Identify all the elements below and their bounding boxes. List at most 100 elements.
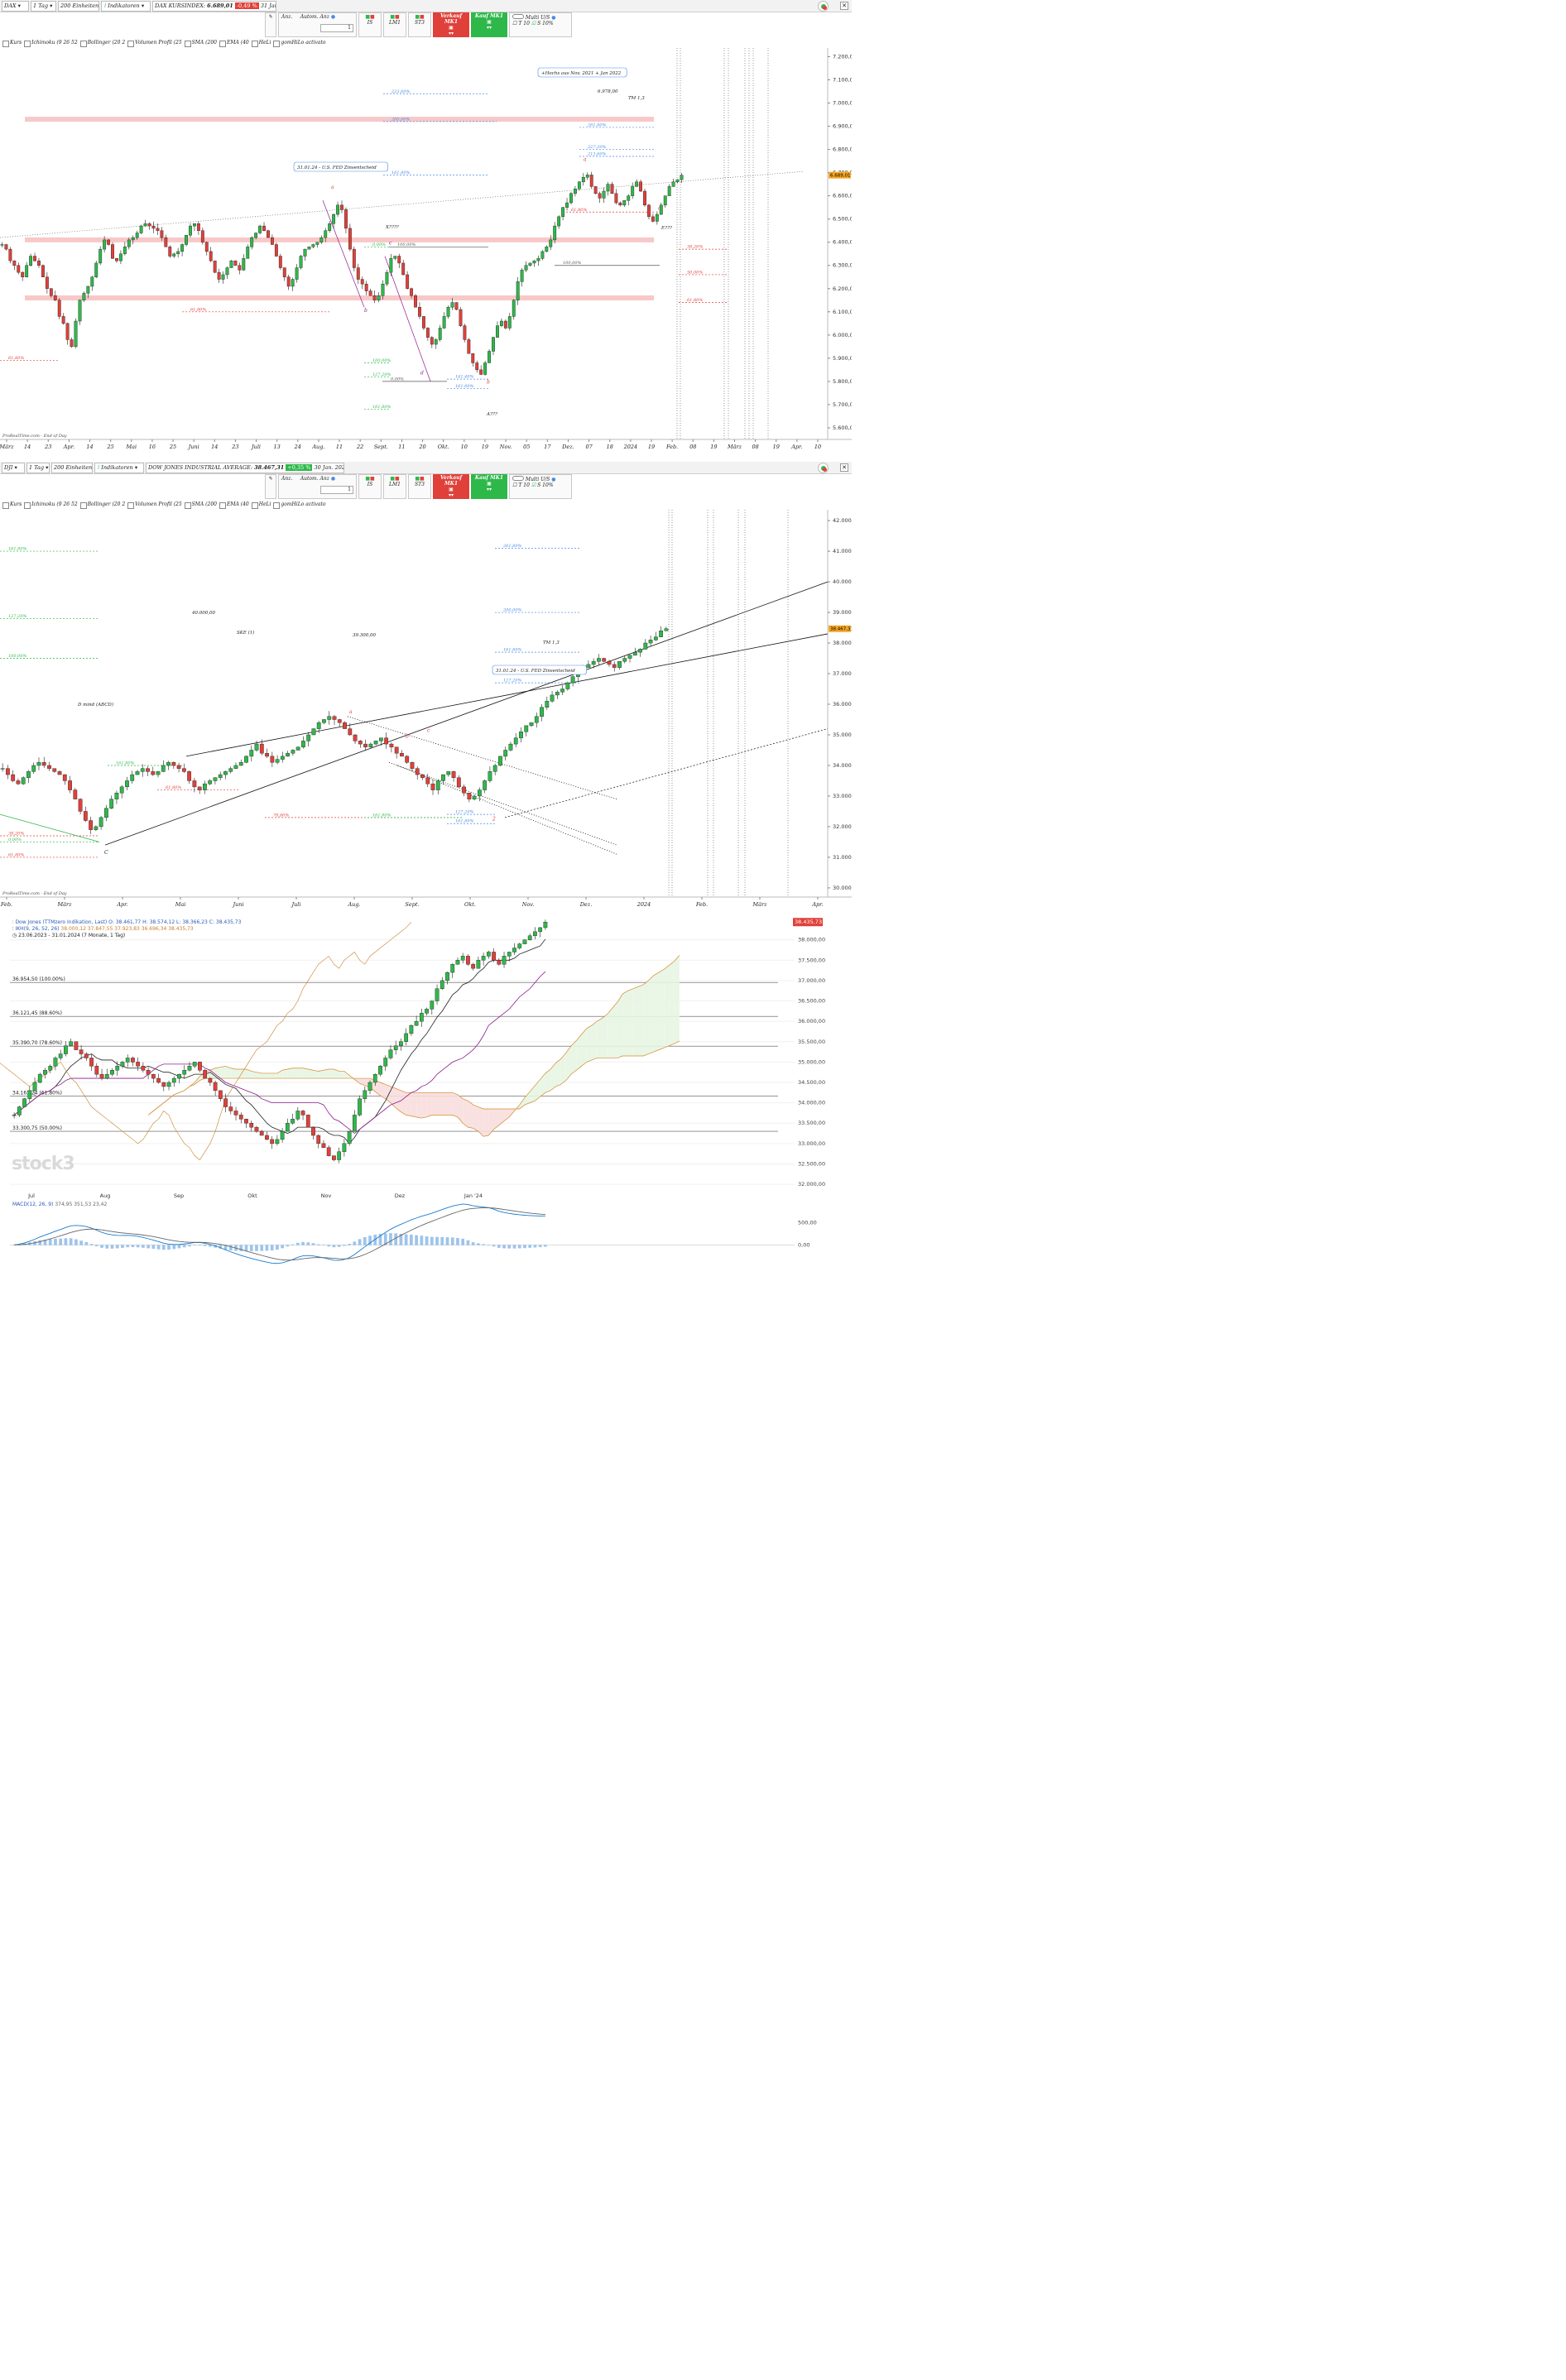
candle [622,199,627,208]
fib-level-label: 50,00% [687,270,703,275]
x-tick-label: Sept. [405,901,419,908]
dax-sell-button[interactable]: Verkauf MK1 ▣ ▾▾ [433,12,469,37]
candle [104,1068,109,1080]
candle-body [545,701,550,708]
candle-body [68,780,72,790]
indicator-toggle[interactable]: Kurs [2,501,22,509]
indicator-toggle[interactable]: HeLi [251,40,271,47]
candle-body [405,756,410,763]
dji-indicators-button[interactable]: ⌇ Indikatoren ▾ [94,462,144,473]
annotation-box [537,67,627,78]
indicator-toggle[interactable]: EMA (40 [219,40,249,47]
ichimoku-cloud-segment [421,1092,427,1119]
multi-toggle[interactable] [512,14,524,19]
candle-body [481,956,486,961]
candle-body [118,253,122,262]
candle-body [176,251,180,254]
ichimoku-cloud-segment [339,1071,344,1079]
y-tick-label: 5.800,000 [833,378,852,385]
s-checkbox[interactable]: ☑ [531,21,536,26]
x-tick-label: Okt [247,1192,257,1199]
dji-lm-button[interactable]: ■■ LM1 [383,474,406,499]
candle [348,723,353,737]
candle-body [17,1106,22,1116]
macd-histogram-bar [425,1236,429,1245]
candle-body [25,265,29,277]
t-checkbox[interactable]: ☐ [512,482,517,488]
dax-candlestick-chart[interactable]: 5.600,000 5.700,000 5.800,000 5.900,000 6.00… [0,48,852,456]
indicator-toggle[interactable]: Kurs [2,40,22,47]
dji-units-select[interactable]: 200 Einheiten ▾ [51,462,93,473]
indicator-toggle[interactable]: Ichimoku (9 26 52 [24,40,78,47]
indicator-toggle[interactable]: Volumen Profil (25 [127,501,182,509]
candle [675,179,680,184]
dax-symbol-select[interactable]: DAX ▾ [2,0,29,12]
t-checkbox[interactable]: ☐ [512,21,517,26]
indicator-toggle[interactable]: SMA (200 [184,501,217,509]
candle [356,263,360,285]
close-icon[interactable]: ✕ [840,2,848,10]
candle [538,927,543,938]
dji-symbol-select[interactable]: DJI ▾ [2,462,25,473]
tools-icon[interactable]: ✎ [265,474,276,499]
indicator-toggle[interactable]: Bollinger (20 2 [79,501,125,509]
candle [543,919,548,930]
indicator-toggle[interactable]: HeLi [251,501,271,509]
candle-body [291,1119,295,1124]
dji-buy-button[interactable]: Kauf MK1 ▣ ▾▾ [471,474,507,499]
candle-body [471,353,475,363]
candle-body [6,768,10,775]
candle-body [250,237,254,247]
tools-icon[interactable]: ✎ [265,12,276,37]
candle-body [200,230,204,242]
dax-st-button[interactable]: ■■ ST3 [408,12,431,37]
candle-body [139,225,143,233]
dax-quantity-input[interactable]: 1 [320,24,353,32]
dax-indicators-button[interactable]: ⌇ Indikatoren ▾ [101,0,151,12]
close-icon[interactable]: ✕ [840,463,848,472]
indicator-toggle[interactable]: SMA (200 [184,40,217,47]
candle [360,276,364,290]
y-tick-label: 6.100,000 [833,309,852,315]
dji-quantity-input[interactable]: 1 [320,486,353,494]
candle [147,222,151,230]
dji-sell-button[interactable]: Verkauf MK1 ▣ ▾▾ [433,474,469,499]
qty-label: Anz. [281,14,293,20]
macd-histogram-bar [115,1245,119,1249]
candle-body [534,716,539,723]
dax-interval-select[interactable]: 1 Tag ▾ [31,0,56,12]
indicator-toggle[interactable]: Ichimoku (9 26 52 [24,501,78,509]
candle-body [110,1070,114,1075]
macd-histogram-bar [399,1233,403,1245]
dji-interval-select[interactable]: 1 Tag ▾ [26,462,50,473]
candle-body [337,719,342,723]
dax-buy-button[interactable]: Kauf MK1 ▣ ▾▾ [471,12,507,37]
candle-body [372,1073,377,1083]
indicator-toggle[interactable]: Volumen Profil (25 [127,40,182,47]
candle [638,648,642,657]
indicator-toggle[interactable]: gomHiLo activato [273,501,325,509]
multi-toggle[interactable] [512,476,524,481]
s-checkbox[interactable]: ☑ [531,482,536,488]
stock3-ichimoku-chart[interactable]: 32.000,00 32.500,00 33.000,00 33.500,00 34.0… [0,915,852,1294]
macd-histogram-bar [219,1245,223,1249]
dax-units-select[interactable]: 200 Einheiten ▾ [58,0,99,12]
x-tick-label: Apr. [790,444,802,450]
candle [151,221,156,233]
indicator-toggle[interactable]: Bollinger (20 2 [79,40,125,47]
dax-lm-button[interactable]: ■■ LM1 [383,12,406,37]
indicator-toggle[interactable]: gomHiLo activato [273,40,325,47]
ichimoku-cloud-segment [597,1018,603,1058]
dji-is-button[interactable]: ■■ IS [358,474,382,499]
candle [528,262,532,267]
dji-candlestick-chart[interactable]: 30.000,000 31.000,000 32.000,000 33.000,000… [0,510,852,914]
candle [659,202,663,215]
candle-body [519,732,523,738]
dji-st-button[interactable]: ■■ ST3 [408,474,431,499]
ichimoku-cloud-segment [442,1092,448,1116]
dax-is-button[interactable]: ■■ IS [358,12,382,37]
wave-label: c [427,727,430,733]
candle [208,1077,213,1087]
indicator-toggle[interactable]: EMA (40 [219,501,249,509]
macd-histogram-bar [79,1240,83,1245]
